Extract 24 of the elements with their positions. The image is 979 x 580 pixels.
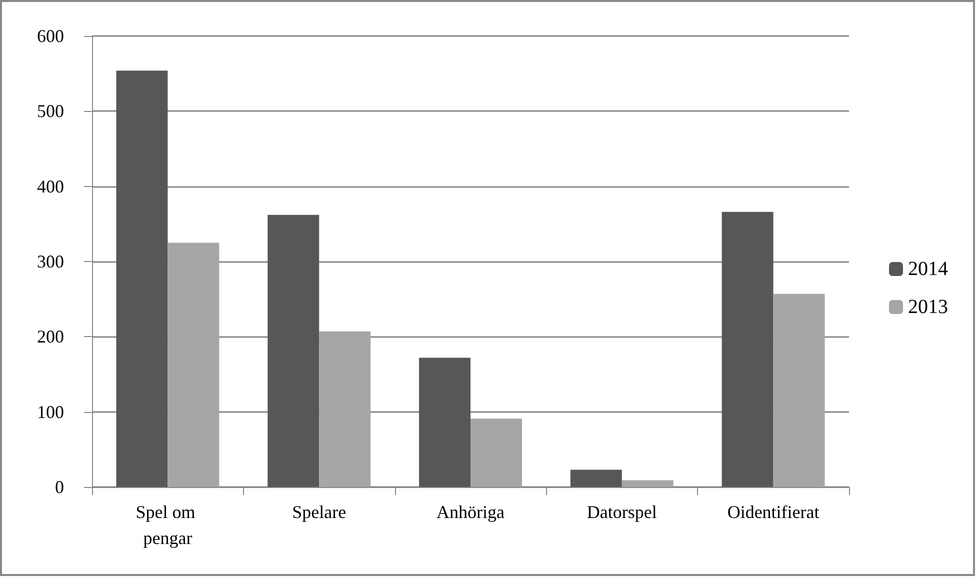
x-tick-label: Anhöriga: [436, 502, 504, 522]
bar: [116, 70, 168, 487]
y-tick-label: 500: [37, 101, 64, 122]
bar: [419, 358, 470, 487]
bar: [470, 418, 522, 487]
bar: [168, 242, 220, 487]
bar: [622, 480, 674, 487]
x-tick-label: Spelare: [292, 502, 346, 522]
bar: [319, 331, 371, 487]
bar: [722, 212, 774, 487]
y-tick-label: 600: [37, 26, 64, 46]
y-tick-label: 300: [37, 252, 64, 272]
legend-label: 2013: [908, 296, 948, 318]
x-tick-label: Spel om pengar: [136, 502, 200, 548]
x-tick-label: Oidentifierat: [727, 502, 820, 522]
y-tick-label: 100: [37, 402, 64, 422]
legend-label: 2014: [908, 258, 948, 280]
y-tick-label: 0: [55, 477, 64, 497]
bar: [268, 214, 320, 487]
bar: [570, 470, 622, 487]
y-tick-label: 400: [37, 176, 64, 196]
y-tick-label: 200: [37, 326, 64, 347]
bar: [773, 294, 825, 487]
x-tick-label: Datorspel: [586, 502, 657, 522]
